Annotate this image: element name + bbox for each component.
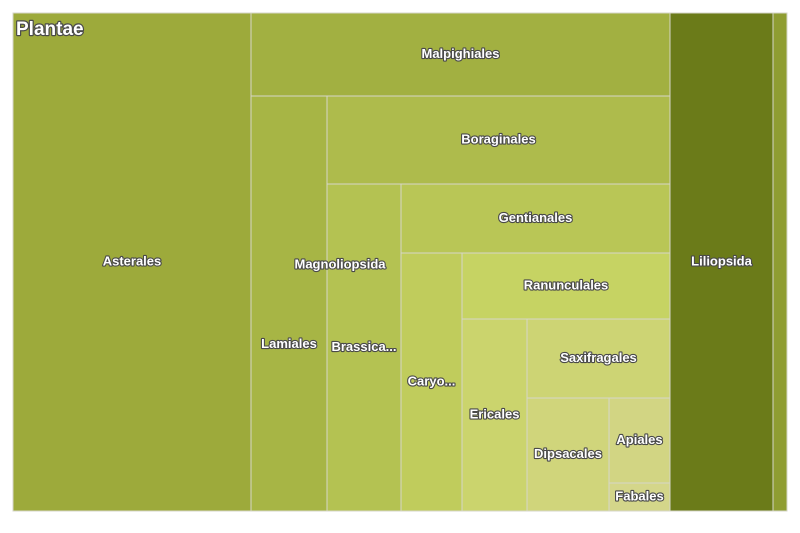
tile-label-lamiales: Lamiales (261, 336, 317, 351)
tile-ranunculales[interactable] (461, 252, 671, 320)
tile-label-ericales: Ericales (470, 406, 520, 421)
tile-label-apiales: Apiales (616, 432, 662, 447)
tile-saxifragales[interactable] (526, 318, 671, 399)
tile-label-brassicales: Brassica... (331, 339, 396, 354)
tile-ericales[interactable] (461, 318, 528, 512)
tile-label-boraginales: Boraginales (461, 131, 535, 146)
tile-other[interactable] (772, 12, 788, 512)
tile-apiales[interactable] (608, 397, 671, 484)
group-label-magnoliopsida: Magnoliopsida (295, 256, 387, 271)
tile-label-asterales: Asterales (103, 253, 162, 268)
tile-label-gentianales: Gentianales (499, 210, 573, 225)
tile-malpighiales[interactable] (250, 12, 671, 97)
tile-label-malpighiales: Malpighiales (421, 46, 499, 61)
tile-asterales[interactable] (12, 12, 252, 512)
treemap-labels: Asterales Malpighiales Lamiales Boraginales… (102, 45, 754, 505)
tile-label-liliopsida: Liliopsida (691, 253, 752, 268)
treemap-tiles (12, 12, 788, 512)
tile-label-ranunculales: Ranunculales (524, 277, 609, 292)
tile-gentianales[interactable] (400, 183, 671, 254)
tile-label-fabales: Fabales (615, 488, 663, 503)
tile-label-saxifragales: Saxifragales (560, 350, 637, 365)
tile-boraginales[interactable] (326, 95, 671, 185)
tile-lamiales[interactable] (250, 95, 328, 512)
tile-caryophyllales[interactable] (400, 252, 463, 512)
tile-label-caryophyllales: Caryo... (408, 373, 456, 388)
chart-title: Plantae (16, 19, 84, 40)
tile-fabales[interactable] (608, 482, 671, 512)
tile-label-dipsacales: Dipsacales (534, 446, 602, 461)
tile-liliopsida[interactable] (669, 12, 774, 512)
tile-brassicales[interactable] (326, 183, 402, 512)
